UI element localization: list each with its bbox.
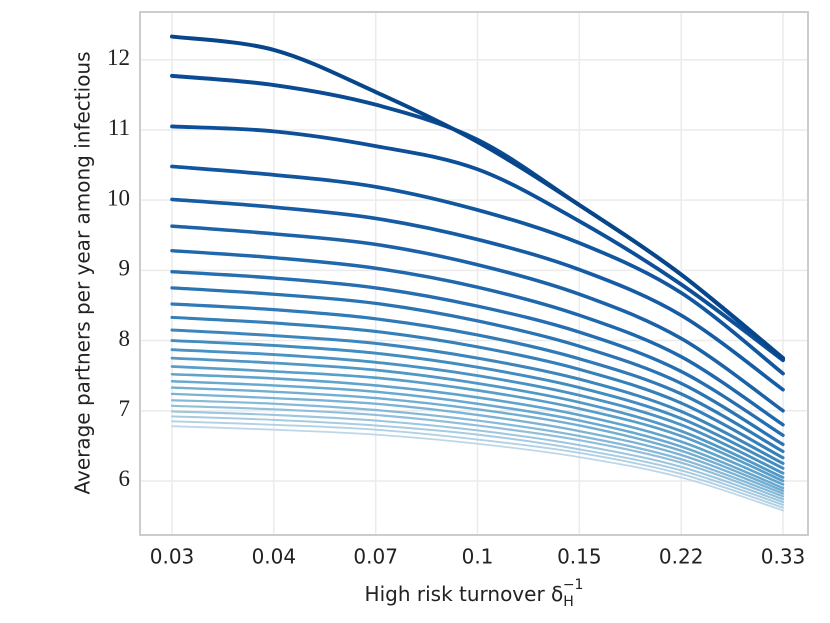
line [171,415,784,506]
line [170,410,785,504]
y-tick-label: 9 [119,256,131,281]
line [170,315,785,460]
line [170,197,785,392]
plot-frame [139,11,809,536]
line [170,34,785,361]
line [170,328,785,465]
line [170,164,785,376]
x-tick-label: 0.1 [462,545,494,569]
line [170,380,785,490]
line [170,270,785,438]
line [170,224,785,413]
y-tick-label: 11 [108,115,130,140]
line [170,124,785,363]
line [170,302,785,454]
x-tick-label: 0.04 [252,545,297,569]
y-axis-label: Average partners per year among infectio… [71,51,95,494]
y-tick-label: 6 [119,466,131,491]
line [171,425,784,512]
line [170,365,785,483]
line [170,392,785,495]
line [170,348,785,475]
y-tick-label: 7 [119,396,131,421]
line [170,356,785,479]
line [170,399,785,498]
line [170,404,785,501]
y-tick-label: 10 [107,185,130,210]
y-tick-label: 8 [119,326,131,351]
line [170,372,785,486]
line [170,386,785,492]
line [170,339,785,470]
x-tick-label: 0.22 [659,545,704,569]
x-tick-label: 0.03 [150,545,195,569]
line [170,286,785,447]
y-tick-label: 12 [107,45,130,70]
line [170,248,785,427]
x-tick-label: 0.15 [557,545,602,569]
x-axis-label: High risk turnover δH−1 [365,577,584,610]
line [171,420,784,509]
x-tick-label: 0.33 [761,545,806,569]
x-tick-label: 0.07 [353,545,398,569]
